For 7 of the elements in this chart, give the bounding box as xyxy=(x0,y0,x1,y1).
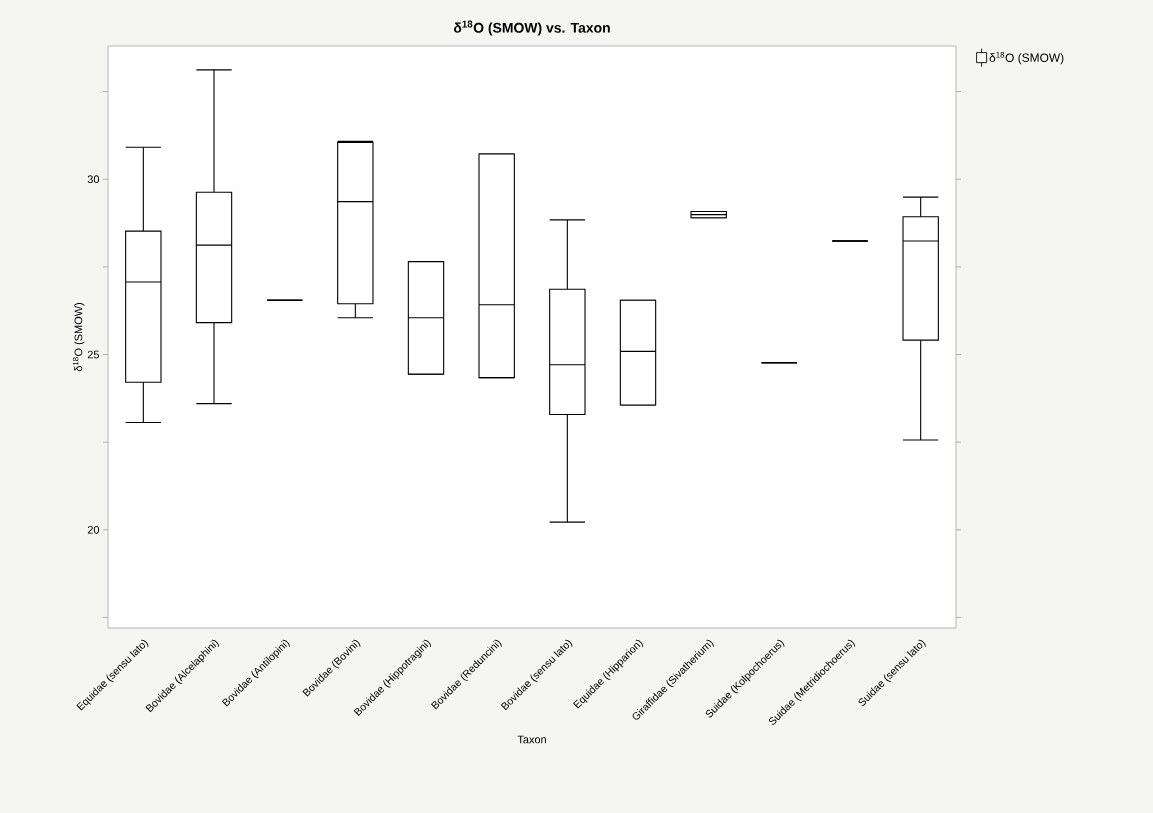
x-axis-title: Taxon xyxy=(517,735,546,744)
y-tick-label: 25 xyxy=(87,350,100,359)
y-tick-label: 30 xyxy=(87,175,100,184)
chart-title: δ$^{18}$O (SMOW) vs. Taxon xyxy=(453,20,610,36)
legend-label: δ$^{18}$O (SMOW) xyxy=(989,51,1064,65)
y-axis-title: δ$^{18}$O (SMOW) xyxy=(72,303,85,372)
y-tick-label: 20 xyxy=(87,525,100,534)
